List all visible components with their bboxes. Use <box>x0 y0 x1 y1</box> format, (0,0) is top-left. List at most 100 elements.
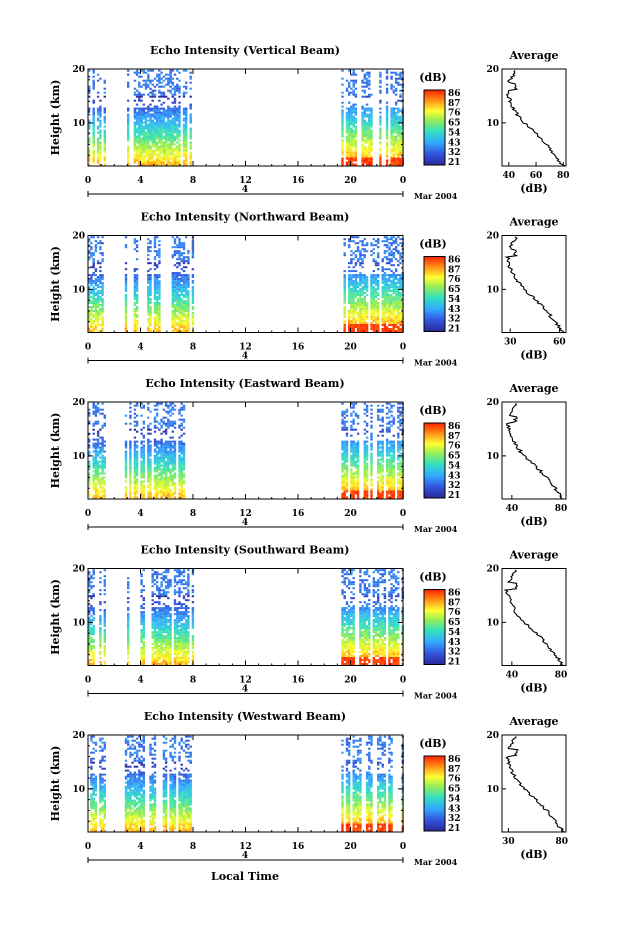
heatmap-cell <box>388 482 391 485</box>
heatmap-cell <box>164 137 168 140</box>
heatmap-cell <box>103 107 106 110</box>
heatmap-cell <box>171 280 174 283</box>
heatmap-cell <box>135 69 139 72</box>
heatmap-cell <box>94 284 98 287</box>
heatmap-cell <box>372 320 375 322</box>
heatmap-cell <box>397 155 400 158</box>
heatmap-cell <box>345 408 349 411</box>
heatmap-cell <box>156 274 159 277</box>
heatmap-cell <box>94 302 98 304</box>
heatmap-cell <box>189 157 192 160</box>
heatmap-cell <box>92 85 95 88</box>
heatmap-cell <box>356 286 360 289</box>
heatmap-cell <box>99 145 102 148</box>
heatmap-cell <box>167 127 170 130</box>
heatmap-cell <box>167 456 170 459</box>
heatmap-cell <box>385 298 389 301</box>
heatmap-cell <box>149 161 152 164</box>
heatmap-cell <box>345 410 349 413</box>
heatmap-cell <box>103 472 106 475</box>
heatmap-cell <box>164 450 168 453</box>
heatmap-cell <box>173 119 177 122</box>
heatmap-cell <box>372 258 375 261</box>
heatmap-cell <box>385 133 389 136</box>
heatmap-cell <box>356 316 360 318</box>
heatmap-cell <box>156 286 159 289</box>
heatmap-cell <box>348 270 351 273</box>
x-tick-label: 16 <box>292 176 305 186</box>
heatmap-cell <box>394 324 398 326</box>
heatmap-cell <box>158 480 161 483</box>
heatmap-cell <box>354 308 358 310</box>
heatmap-cell <box>361 157 364 160</box>
heatmap-cell <box>94 250 98 253</box>
heatmap-cell <box>176 246 179 249</box>
heatmap-cell <box>361 123 364 126</box>
heatmap-cell <box>343 468 346 471</box>
heatmap-cell <box>187 330 190 332</box>
heatmap-cell <box>385 320 389 322</box>
heatmap-cell <box>343 254 346 257</box>
heatmap-cell <box>156 292 159 295</box>
heatmap-cell <box>383 326 387 328</box>
heatmap-cell <box>397 330 400 332</box>
heatmap-cell <box>124 330 128 332</box>
heatmap-cell <box>149 322 152 324</box>
heatmap-cell <box>350 107 353 110</box>
heatmap-cell <box>160 464 163 467</box>
heatmap-cell <box>392 288 395 291</box>
heatmap-cell <box>365 141 369 144</box>
heatmap-cell <box>153 278 157 281</box>
heatmap-cell <box>158 472 161 475</box>
heatmap-cell <box>149 286 152 289</box>
heatmap-cell <box>147 458 150 461</box>
heatmap-cell <box>140 69 143 72</box>
heatmap-cell <box>361 89 364 92</box>
heatmap-cell <box>372 312 375 314</box>
heatmap-cell <box>129 414 132 417</box>
heatmap-cell <box>392 147 395 150</box>
heatmap-cell <box>173 330 177 332</box>
heatmap-cell <box>88 460 91 463</box>
heatmap-cell <box>99 107 102 110</box>
heatmap-cell <box>167 151 170 154</box>
heatmap-cell <box>363 89 366 92</box>
heatmap-cell <box>345 460 349 463</box>
heatmap-cell <box>133 494 137 497</box>
heatmap-cell <box>164 432 168 435</box>
heatmap-cell <box>348 159 351 162</box>
heatmap-cell <box>392 159 395 162</box>
heatmap-cell <box>379 476 382 479</box>
heatmap-cell <box>350 490 353 493</box>
heatmap-cell <box>352 89 355 92</box>
heatmap-cell <box>153 288 157 291</box>
heatmap-cell <box>169 456 172 459</box>
heatmap-cell <box>158 486 161 489</box>
heatmap-cell <box>341 474 344 477</box>
heatmap-cell <box>101 288 104 291</box>
heatmap-cell <box>385 111 389 114</box>
y-tick-label: 10 <box>72 119 85 129</box>
heatmap-cell <box>370 424 373 427</box>
heatmap-cell <box>354 250 358 253</box>
heatmap-cell <box>381 410 384 413</box>
heatmap-cell <box>370 133 373 136</box>
heatmap-cell <box>180 440 183 443</box>
heatmap-cell <box>354 113 358 116</box>
heatmap-cell <box>147 306 150 308</box>
heatmap-cell <box>182 450 186 453</box>
heatmap-cell <box>153 153 157 156</box>
heatmap-cell <box>341 444 344 447</box>
heatmap-cell <box>167 454 170 457</box>
heatmap-cell <box>397 310 400 312</box>
heatmap-cell <box>178 476 181 479</box>
heatmap-cell <box>160 151 163 154</box>
heatmap-cell <box>392 486 395 489</box>
heatmap-cell <box>88 153 91 156</box>
heatmap-cell <box>88 328 91 330</box>
heatmap-cell <box>399 280 402 283</box>
heatmap-cell <box>90 314 93 316</box>
heatmap-cell <box>124 474 128 477</box>
heatmap-cell <box>173 492 177 495</box>
heatmap-cell <box>191 292 195 295</box>
